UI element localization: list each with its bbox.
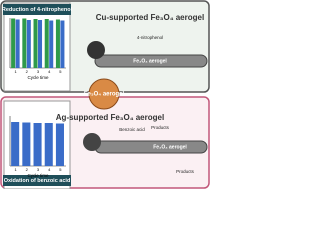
aerogel-sphere <box>88 78 120 110</box>
bar <box>55 19 60 68</box>
bar <box>60 20 65 68</box>
x-tick-label: 3 <box>37 167 40 172</box>
rod-label: Fe₃O₄ aerogel <box>133 58 167 64</box>
center-label: Fe₃O₄ aerogel <box>84 92 125 98</box>
x-tick-label: 4 <box>48 167 51 172</box>
x-tick-label: 1 <box>14 69 17 74</box>
panel-title: Cu-supported Fe₃O₄ aerogel <box>96 13 204 22</box>
rod <box>94 54 208 68</box>
banner <box>3 4 71 15</box>
x-axis-label: Cycle time <box>27 75 49 80</box>
bar <box>33 19 38 68</box>
bar <box>49 20 54 68</box>
x-tick-label: 5 <box>59 69 62 74</box>
rod <box>94 140 208 154</box>
graphic: Fe₃O₄ aerogel Reduction of 4-nitrophenol… <box>0 0 210 190</box>
bar <box>22 122 31 166</box>
bar <box>44 123 53 166</box>
rod-label: Fe₃O₄ aerogel <box>153 144 187 150</box>
panel-title: Ag-supported Fe₃O₄ aerogel <box>56 113 164 122</box>
x-tick-label: 3 <box>37 69 40 74</box>
bar <box>55 123 64 166</box>
bar <box>26 20 31 68</box>
x-tick-label: 4 <box>48 69 51 74</box>
label: Benzoic acid <box>119 127 145 132</box>
bar <box>38 20 43 68</box>
x-axis-label: Cycle time <box>27 173 49 178</box>
banner <box>3 175 71 186</box>
x-tick-label: 2 <box>26 69 29 74</box>
banner-text: Oxidation of benzoic acid <box>4 178 71 184</box>
label: 4-nitrophenol <box>137 35 163 40</box>
bar <box>33 123 42 166</box>
label: Products <box>151 125 170 130</box>
x-tick-label: 2 <box>26 167 29 172</box>
banner-text: Reduction of 4-nitrophenol <box>2 7 73 13</box>
particle <box>87 41 105 59</box>
x-tick-label: 1 <box>14 167 17 172</box>
bar <box>22 18 27 68</box>
bar <box>44 19 49 68</box>
bar <box>11 18 16 68</box>
bar <box>15 19 20 68</box>
x-tick-label: 5 <box>59 167 62 172</box>
label: Products <box>176 169 195 174</box>
particle <box>83 133 101 151</box>
bar <box>11 122 20 166</box>
